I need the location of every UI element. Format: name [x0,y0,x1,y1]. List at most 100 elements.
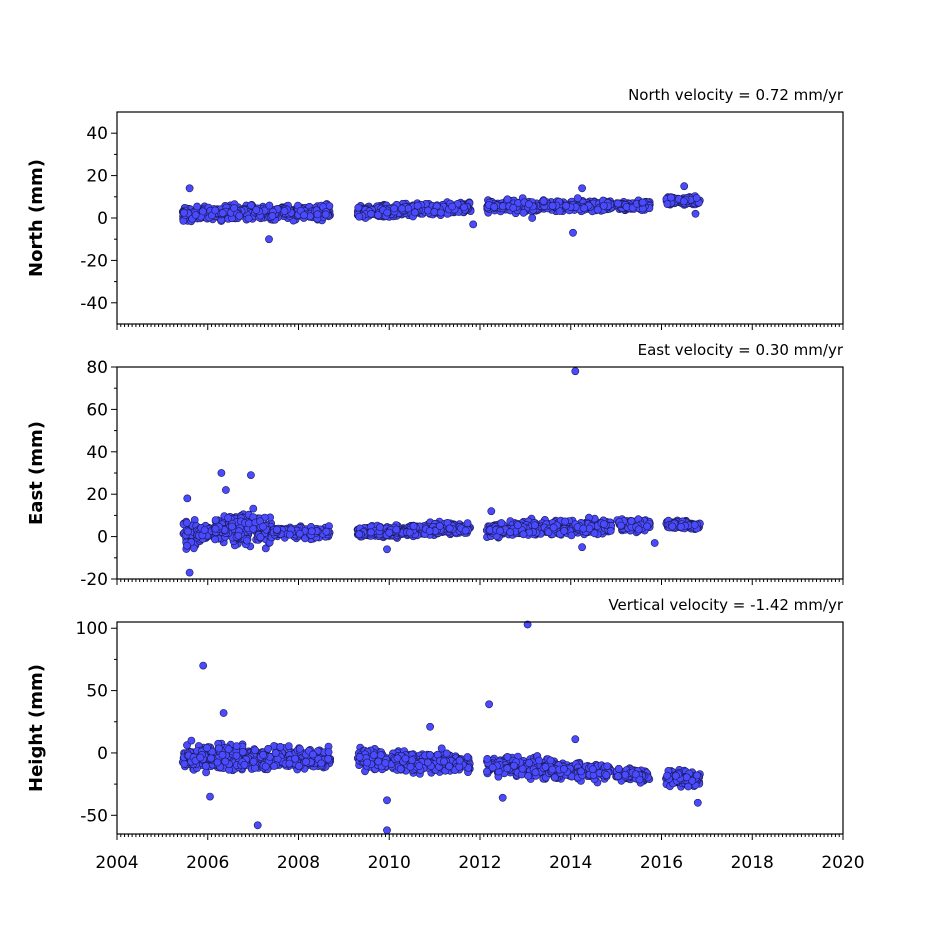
height-panel: Vertical velocity = -1.42 mm/yr Height (… [26,596,844,840]
vertical-velocity-title: Vertical velocity = -1.42 mm/yr [608,596,843,614]
east-y-tick-label: 20 [86,485,108,505]
north-data-point [691,209,700,218]
height-y-tick-label: -50 [80,806,108,826]
height-data-point [187,736,196,745]
north-data-point [252,206,261,214]
height-data-point [251,764,259,772]
north-data-point [548,201,557,210]
north-data-point [265,235,273,244]
east-data-point [256,533,265,542]
north-data-point [321,210,330,219]
height-data-point [232,742,241,750]
east-data-point [376,523,384,532]
east-data-point [211,524,220,533]
north-y-tick-label: 0 [97,209,108,229]
height-data-point [503,764,512,773]
north-data-point [374,211,382,219]
height-data-point [270,762,279,770]
north-points [178,182,704,244]
height-data-point [207,754,215,763]
east-data-point [224,514,233,522]
north-data-point [663,200,672,208]
height-data-point [510,761,518,770]
north-data-point [390,204,398,213]
east-data-point [497,519,506,527]
east-data-point [487,507,496,516]
east-data-point [405,528,414,537]
north-data-point [509,203,518,212]
north-data-point [430,207,439,216]
height-data-point [213,758,222,767]
height-data-point [218,751,227,759]
north-data-point [354,203,363,212]
east-data-point [519,530,528,539]
north-data-point [436,208,445,217]
height-data-point [440,757,448,766]
height-data-point [324,748,333,756]
east-data-point [211,535,219,544]
height-data-point [221,757,230,766]
east-axis-label: East (mm) [26,421,47,525]
north-data-point [680,182,689,191]
east-data-point [643,522,651,531]
north-data-point [614,199,622,208]
east-data-point [355,530,364,539]
height-data-point [355,753,364,761]
east-y-tick-label: 40 [86,443,108,463]
height-data-point [308,750,317,759]
east-data-point [392,525,401,534]
east-data-point [249,504,258,513]
height-data-point [396,765,405,773]
east-data-point [578,543,586,552]
east-data-point [307,527,316,536]
east-data-point [221,486,230,494]
east-data-point [690,521,699,529]
north-data-point [211,206,220,215]
height-data-point [264,744,273,753]
north-data-point [679,197,688,206]
north-data-point [313,210,322,219]
height-data-point [546,756,555,765]
east-ticks: -20 0 20 40 60 80 [80,358,844,590]
height-data-point [408,756,416,764]
east-data-point [567,531,576,540]
height-data-point [602,771,611,779]
height-data-point [196,753,205,762]
east-data-point [182,518,191,527]
height-data-point [214,744,223,753]
north-data-point [525,200,533,209]
east-data-point [259,522,267,531]
height-data-point [249,757,258,766]
east-data-point [561,517,569,526]
east-data-point [677,522,685,531]
east-data-point [445,524,454,533]
height-data-point [203,744,211,752]
height-axis-label: Height (mm) [26,664,47,792]
height-data-point [455,756,464,765]
east-data-point [242,536,251,545]
east-y-tick-label: -20 [80,570,108,590]
height-data-point [369,751,378,759]
east-data-point [627,517,636,525]
north-axis-label: North (mm) [26,159,47,277]
north-panel: North velocity = 0.72 mm/yr North (mm) -… [26,86,844,330]
height-data-point [442,749,451,758]
east-data-point [272,525,281,534]
north-data-point [180,208,188,217]
north-data-point [247,201,255,210]
height-data-point [259,750,267,759]
east-data-point [385,528,394,537]
height-data-point [401,754,410,763]
east-data-point [668,522,677,531]
height-data-point [295,744,304,753]
height-data-point [588,765,597,774]
height-data-point [560,765,568,773]
east-data-point [549,523,558,532]
height-data-point [488,763,497,772]
height-data-point [524,772,533,780]
east-plot-frame [116,366,844,580]
north-data-point [448,202,456,211]
east-data-point [409,522,418,531]
north-data-point [280,207,289,215]
east-data-point [183,527,192,536]
